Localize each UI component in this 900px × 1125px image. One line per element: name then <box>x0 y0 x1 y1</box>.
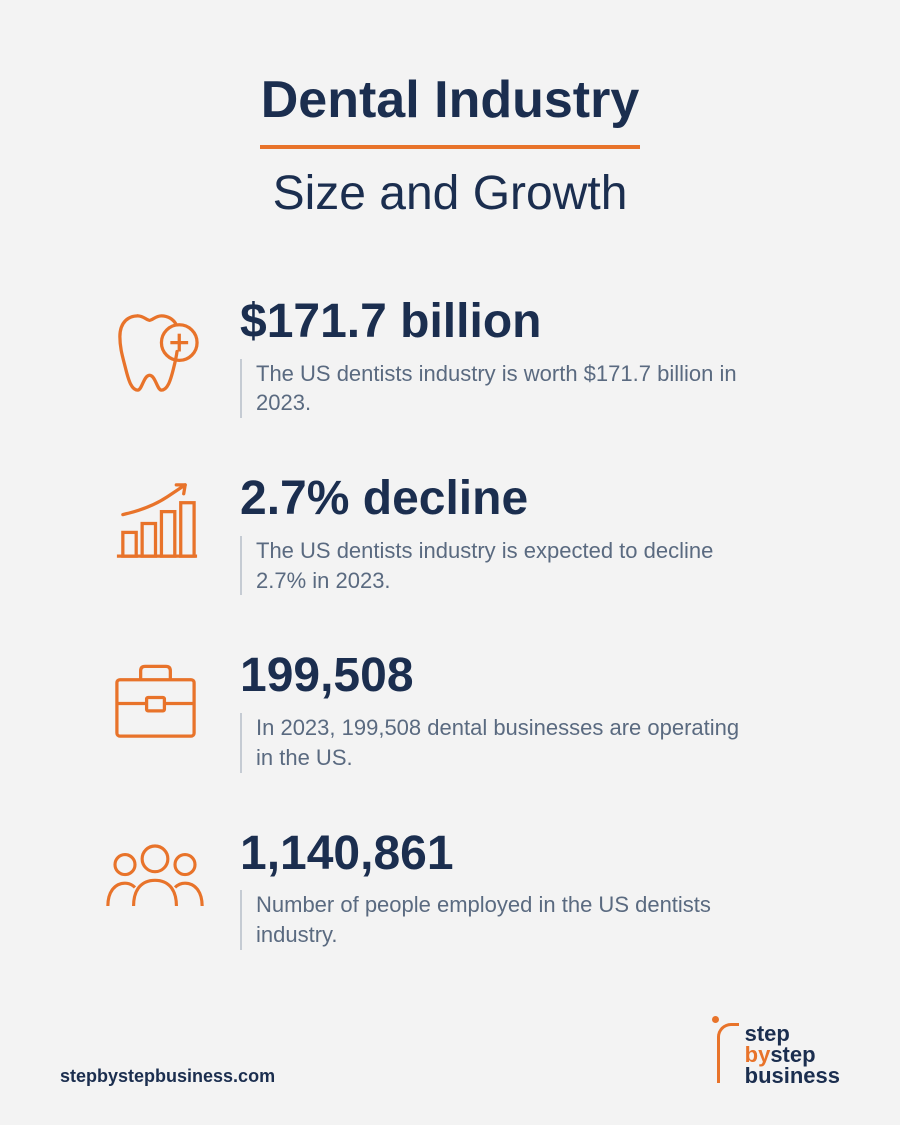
footer-url: stepbystepbusiness.com <box>60 1066 275 1087</box>
stat-value: 199,508 <box>240 650 810 703</box>
stat-row: 199,508 In 2023, 199,508 dental business… <box>90 650 810 772</box>
stat-value: $171.7 billion <box>240 296 810 349</box>
stat-text: 2.7% decline The US dentists industry is… <box>220 473 810 595</box>
briefcase-icon <box>90 650 220 743</box>
logo-bracket-icon <box>717 1023 739 1083</box>
title-line1-wrap: Dental Industry <box>0 70 900 136</box>
stat-text: 199,508 In 2023, 199,508 dental business… <box>220 650 810 772</box>
people-icon <box>90 828 220 916</box>
tooth-plus-icon <box>90 296 220 399</box>
title-line2: Size and Growth <box>0 166 900 221</box>
footer: stepbystepbusiness.com step bystep busin… <box>0 1023 900 1087</box>
stat-desc: In 2023, 199,508 dental businesses are o… <box>240 713 760 772</box>
stat-desc: The US dentists industry is worth $171.7… <box>240 359 760 418</box>
logo-text: step bystep business <box>745 1024 840 1087</box>
stat-desc: Number of people employed in the US dent… <box>240 890 760 949</box>
stats-container: $171.7 billion The US dentists industry … <box>0 221 900 950</box>
title-underline <box>260 145 640 149</box>
logo: step bystep business <box>717 1023 840 1087</box>
logo-line3: business <box>745 1066 840 1087</box>
stat-desc: The US dentists industry is expected to … <box>240 536 760 595</box>
stat-row: 2.7% decline The US dentists industry is… <box>90 473 810 595</box>
stat-value: 2.7% decline <box>240 473 810 526</box>
header: Dental Industry Size and Growth <box>0 0 900 221</box>
chart-arrow-icon <box>90 473 220 566</box>
stat-text: 1,140,861 Number of people employed in t… <box>220 828 810 950</box>
stat-row: $171.7 billion The US dentists industry … <box>90 296 810 418</box>
stat-text: $171.7 billion The US dentists industry … <box>220 296 810 418</box>
stat-row: 1,140,861 Number of people employed in t… <box>90 828 810 950</box>
stat-value: 1,140,861 <box>240 828 810 881</box>
title-line1: Dental Industry <box>261 70 640 136</box>
